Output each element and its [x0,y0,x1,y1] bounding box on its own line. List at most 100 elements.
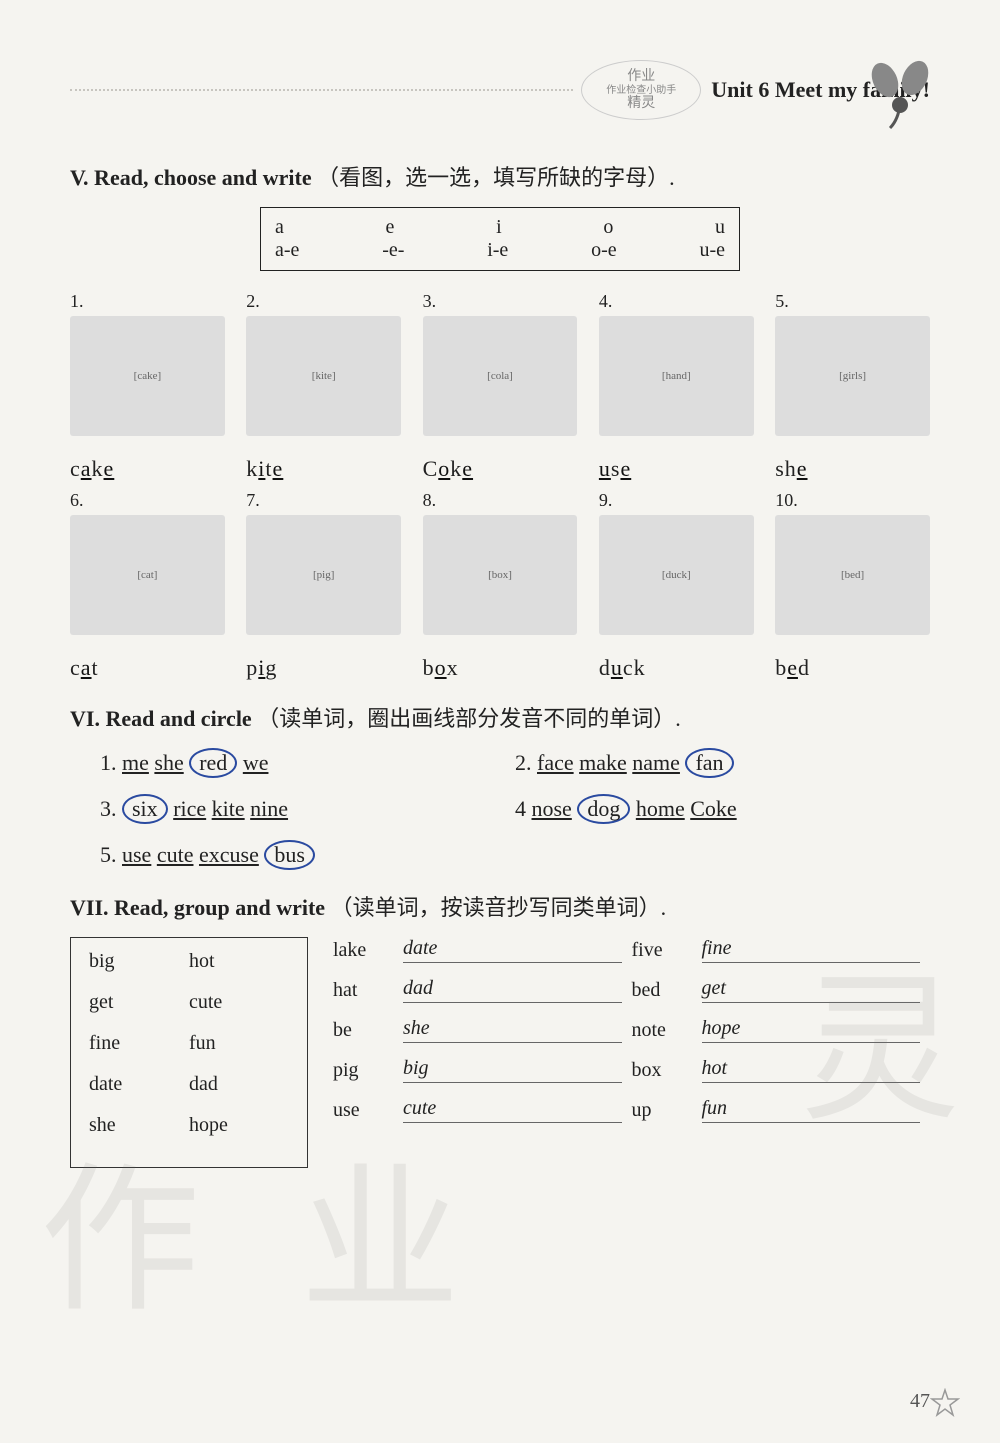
section-vii-title: VII. Read, group and write （读单词，按读音抄写同类单… [70,890,930,922]
page-header: 作业 作业检查小助手 精灵 Unit 6 Meet my family! [70,60,930,120]
word-bank-box: bighot getcute finefun datedad shehope [70,937,308,1168]
vowel: u-e [699,239,725,262]
item-word: cat [70,655,225,681]
vowel: i [496,216,502,239]
vowel: u [715,216,725,239]
answer-cell: fun [702,1097,921,1123]
section-vii-title-en: VII. Read, group and write [70,895,325,920]
answer-cell: get [702,977,921,1003]
vowel: i-e [487,239,508,262]
circled-answer: fan [685,748,733,778]
answer-cell: date [403,937,622,963]
item-number: 6. [70,490,225,511]
picture-item: 2.[kite]kite [246,291,401,482]
item-image-placeholder: [hand] [599,316,754,436]
star-icon [930,1388,960,1418]
item-image-placeholder: [cola] [423,316,578,436]
circled-answer: six [122,794,168,824]
stamp-text-bot: 精灵 [606,96,676,111]
answer-cell: dad [403,977,622,1003]
circle-question: 3. six rice kite nine [100,794,515,824]
vowel-choice-box: a e i o u a-e -e- i-e o-e u-e [260,207,740,271]
section-vi-title: VI. Read and circle （读单词，圈出画线部分发音不同的单词）. [70,701,930,733]
item-image-placeholder: [cat] [70,515,225,635]
section-vii-title-cn: （读单词，按读音抄写同类单词）. [331,895,667,920]
item-word: she [775,456,930,482]
wordbank-row: shehope [89,1114,289,1137]
page-number: 47 [910,1390,930,1413]
vowel-row2: a-e -e- i-e o-e u-e [275,239,725,262]
picture-item: 3.[cola]Coke [423,291,578,482]
answer-cell: fine [702,937,921,963]
stamp-text-mid: 作业检查小助手 [606,85,676,96]
picture-item: 8.[box]box [423,490,578,681]
circle-question: 2. face make name fan [515,748,930,778]
stamp-oval: 作业 作业检查小助手 精灵 [581,60,701,120]
item-number: 4. [599,291,754,312]
row-label: use [333,1099,393,1122]
picture-item: 7. [pig] pig [246,490,401,681]
circled-answer: dog [577,794,630,824]
row-label: five [632,939,692,962]
circle-question: 5. use cute excuse bus [100,840,515,870]
item-image-placeholder: [pig] [246,515,401,635]
grouping-row: usecuteupfun [333,1097,930,1123]
circle-question: 4 nose dog home Coke [515,794,930,824]
item-number: 1. [70,291,225,312]
picture-item: 6. [cat] cat [70,490,225,681]
wordbank-row: datedad [89,1073,289,1096]
circled-answer: red [189,748,237,778]
grouping-row: beshenotehope [333,1017,930,1043]
section-v-title-en: V. Read, choose and write [70,165,312,190]
vowel-row1: a e i o u [275,216,725,239]
row-label: box [632,1059,692,1082]
vowel: a [275,216,284,239]
item-number: 7. [246,490,401,511]
wordbank-row: getcute [89,991,289,1014]
answer-cell: cute [403,1097,622,1123]
item-image-placeholder: [kite] [246,316,401,436]
item-number: 9. [599,490,754,511]
picture-items: 1.[cake]cake2.[kite]kite3.[cola]Coke4.[h… [70,291,930,681]
grouping-row: hatdadbedget [333,977,930,1003]
item-image-placeholder: [bed] [775,515,930,635]
row-label: bed [632,979,692,1002]
item-word: pig [246,655,401,681]
vowel: a-e [275,239,299,262]
vowel: o-e [591,239,617,262]
wordbank-row: bighot [89,950,289,973]
grouping-lines: lake date five fine hatdadbedget beshenotehop… [333,937,930,1168]
item-number: 10. [775,490,930,511]
stamp-text-top: 作业 [606,69,676,84]
answer-cell: hope [702,1017,921,1043]
item-word: duck [599,655,754,681]
row-label: lake [333,939,393,962]
grouping-row: lake date five fine [333,937,930,963]
item-number: 8. [423,490,578,511]
item-image-placeholder: [cake] [70,316,225,436]
row-label: hat [333,979,393,1002]
header-dotted-line [70,89,573,91]
section-v-title: V. Read, choose and write （看图，选一选，填写所缺的字… [70,160,930,192]
item-word: Coke [423,456,578,482]
item-image-placeholder: [girls] [775,316,930,436]
section-vi-title-en: VI. Read and circle [70,706,252,731]
item-word: cake [70,456,225,482]
answer-cell: big [403,1057,622,1083]
group-write-area: bighotgetcutefinefundatedadshehope laked… [70,937,930,1168]
item-image-placeholder: [box] [423,515,578,635]
item-word: kite [246,456,401,482]
circled-answer: bus [264,840,315,870]
wordbank-row: finefun [89,1032,289,1055]
circle-question: 1. me she red we [100,748,515,778]
flower-icon [860,50,940,130]
row-label: pig [333,1059,393,1082]
row-label: up [632,1099,692,1122]
vowel: o [603,216,613,239]
item-word: use [599,456,754,482]
picture-item: 9. [duck] duck [599,490,754,681]
picture-item: 4. [hand] use [599,291,754,482]
answer-cell: hot [702,1057,921,1083]
vowel: e [386,216,395,239]
item-image-placeholder: [duck] [599,515,754,635]
